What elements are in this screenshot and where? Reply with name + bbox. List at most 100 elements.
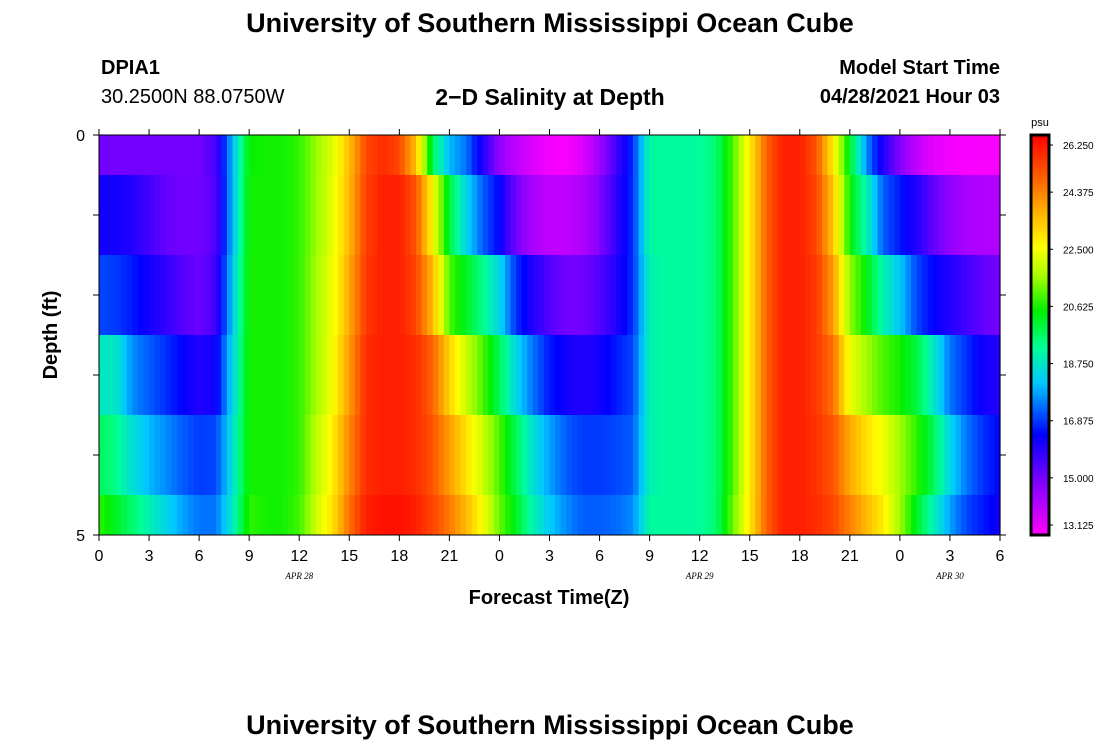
heatmap-cell — [777, 255, 784, 335]
heatmap-cell — [354, 415, 361, 495]
heatmap-cell — [560, 175, 567, 255]
heatmap-cell — [549, 335, 556, 415]
heatmap-cell — [160, 135, 167, 175]
heatmap-cell — [649, 135, 656, 175]
heatmap-cell — [599, 415, 606, 495]
heatmap-cell — [555, 135, 562, 175]
heatmap-cell — [916, 495, 923, 535]
heatmap-cell — [149, 415, 156, 495]
heatmap-cell — [332, 175, 339, 255]
heatmap-cell — [121, 335, 128, 415]
x-tick-label: 3 — [945, 548, 954, 565]
heatmap-cell — [132, 415, 139, 495]
heatmap-cell — [888, 415, 895, 495]
heatmap-cell — [349, 175, 356, 255]
heatmap-cell — [288, 135, 295, 175]
heatmap-cell — [505, 255, 512, 335]
heatmap-cell — [822, 335, 829, 415]
heatmap-cell — [666, 335, 673, 415]
heatmap-cell — [126, 495, 133, 535]
heatmap-cell — [521, 255, 528, 335]
heatmap-cell — [121, 415, 128, 495]
heatmap-cell — [749, 175, 756, 255]
heatmap-cell — [449, 135, 456, 175]
heatmap-cell — [911, 175, 918, 255]
heatmap-cell — [771, 415, 779, 495]
page-title: University of Southern Mississippi Ocean… — [246, 8, 854, 38]
heatmap-cell — [783, 255, 790, 335]
heatmap-cell — [810, 335, 818, 415]
heatmap-cell — [894, 135, 901, 175]
heatmap-cell — [221, 135, 228, 175]
heatmap-cell — [788, 255, 795, 335]
heatmap-cell — [238, 495, 245, 535]
heatmap-cell — [905, 495, 912, 535]
heatmap-cell — [243, 175, 250, 255]
heatmap-cell — [816, 415, 823, 495]
heatmap-cell — [944, 255, 951, 335]
heatmap-cell — [688, 335, 695, 415]
heatmap-cell — [288, 415, 295, 495]
heatmap-cell — [143, 255, 150, 335]
heatmap-cell — [755, 495, 762, 535]
heatmap-cell — [126, 415, 133, 495]
heatmap-cell — [310, 335, 317, 415]
heatmap-cell — [632, 255, 640, 335]
heatmap-cell — [466, 335, 473, 415]
heatmap-cell — [599, 255, 606, 335]
heatmap-cell — [349, 495, 356, 535]
heatmap-cell — [421, 255, 428, 335]
heatmap-cell — [343, 335, 350, 415]
heatmap-cell — [877, 495, 884, 535]
heatmap-cell — [749, 415, 756, 495]
heatmap-cell — [271, 495, 278, 535]
heatmap-cell — [805, 335, 812, 415]
heatmap-cell — [822, 495, 829, 535]
heatmap-cell — [310, 135, 317, 175]
heatmap-cell — [866, 135, 873, 175]
heatmap-cell — [393, 415, 400, 495]
heatmap-cell — [115, 135, 122, 175]
heatmap-cell — [421, 495, 428, 535]
heatmap-cell — [749, 335, 756, 415]
heatmap-cell — [382, 335, 389, 415]
heatmap-cell — [833, 495, 840, 535]
heatmap-cell — [410, 255, 417, 335]
heatmap-cell — [154, 135, 161, 175]
heatmap-cell — [933, 415, 940, 495]
heatmap-cell — [271, 175, 278, 255]
heatmap-cell — [771, 255, 779, 335]
colorbar-frame — [1029, 133, 1051, 537]
heatmap-cell — [560, 495, 567, 535]
heatmap-cell — [516, 335, 523, 415]
heatmap-cell — [766, 255, 773, 335]
heatmap-cell — [638, 255, 645, 335]
heatmap-cell — [516, 175, 523, 255]
heatmap-cell — [260, 335, 267, 415]
heatmap-cell — [443, 175, 450, 255]
heatmap-cell — [894, 335, 901, 415]
heatmap-cell — [794, 495, 801, 535]
colorbar: psu 26.250 24.375 22.500 20.625 18.750 16.875 1… — [1029, 117, 1094, 537]
heatmap-cell — [110, 335, 117, 415]
heatmap-cell — [271, 415, 278, 495]
heatmap-cell — [955, 335, 962, 415]
heatmap-cell — [760, 135, 768, 175]
heatmap-cell — [271, 335, 278, 415]
heatmap-cell — [99, 495, 106, 535]
x-tick-label: 9 — [245, 548, 254, 565]
heatmap-cell — [577, 135, 584, 175]
heatmap-cell — [488, 415, 495, 495]
heatmap-cell — [671, 255, 679, 335]
heatmap-cell — [187, 415, 195, 495]
x-tick-label: 12 — [691, 548, 709, 565]
heatmap-cell — [705, 335, 712, 415]
heatmap-cell — [137, 175, 145, 255]
heatmap-cell — [171, 255, 178, 335]
heatmap-cell — [243, 255, 250, 335]
heatmap-cell — [293, 175, 300, 255]
heatmap-cell — [416, 175, 423, 255]
heatmap-cell — [477, 135, 484, 175]
heatmap-cell — [427, 255, 434, 335]
heatmap-cell — [132, 175, 139, 255]
